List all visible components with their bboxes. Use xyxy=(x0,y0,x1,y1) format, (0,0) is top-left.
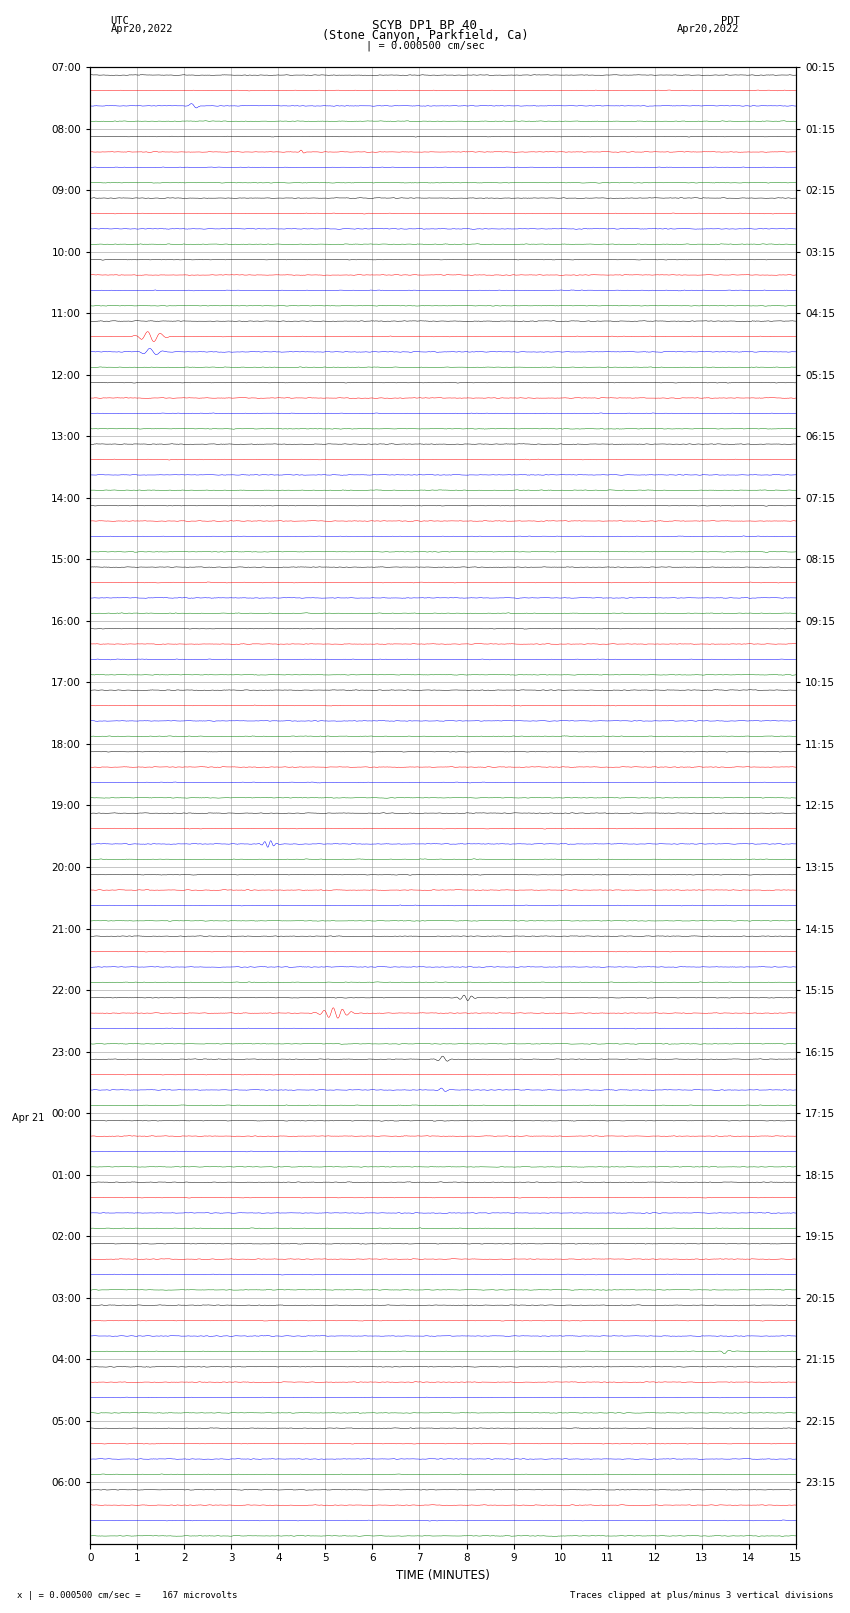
X-axis label: TIME (MINUTES): TIME (MINUTES) xyxy=(396,1569,490,1582)
Text: SCYB DP1 BP 40: SCYB DP1 BP 40 xyxy=(372,19,478,32)
Text: UTC: UTC xyxy=(110,16,129,26)
Text: Traces clipped at plus/minus 3 vertical divisions: Traces clipped at plus/minus 3 vertical … xyxy=(570,1590,833,1600)
Text: Apr20,2022: Apr20,2022 xyxy=(110,24,173,34)
Text: (Stone Canyon, Parkfield, Ca): (Stone Canyon, Parkfield, Ca) xyxy=(321,29,529,42)
Text: Apr20,2022: Apr20,2022 xyxy=(677,24,740,34)
Text: x | = 0.000500 cm/sec =    167 microvolts: x | = 0.000500 cm/sec = 167 microvolts xyxy=(17,1590,237,1600)
Text: | = 0.000500 cm/sec: | = 0.000500 cm/sec xyxy=(366,40,484,52)
Text: PDT: PDT xyxy=(721,16,740,26)
Text: Apr 21: Apr 21 xyxy=(12,1113,44,1123)
